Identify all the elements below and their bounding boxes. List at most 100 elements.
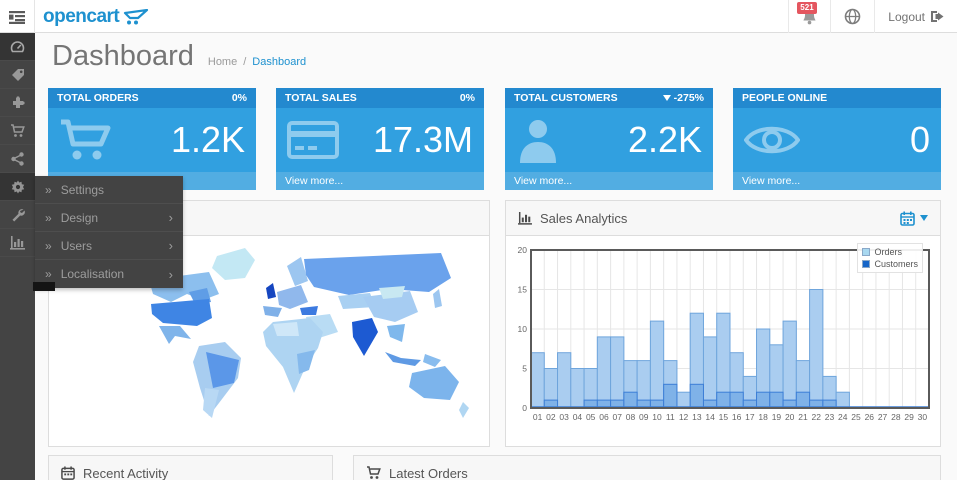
svg-text:20: 20: [518, 245, 528, 255]
breadcrumb-current-link[interactable]: Dashboard: [252, 56, 307, 68]
double-angle-icon: »: [45, 210, 52, 225]
svg-text:18: 18: [758, 412, 768, 422]
svg-text:03: 03: [559, 412, 569, 422]
cart-icon: [367, 466, 381, 479]
flyout-item-label: Users: [60, 238, 93, 253]
svg-text:15: 15: [518, 285, 528, 295]
bar-chart-icon: [10, 235, 25, 250]
svg-text:24: 24: [838, 412, 848, 422]
cart-icon: [61, 119, 111, 160]
notification-badge: 521: [797, 2, 817, 14]
tile-total-customers: TOTAL CUSTOMERS -275% 2.2K View more...: [505, 88, 713, 190]
header-actions: 521 Logout: [788, 0, 957, 33]
tile-percent: 0%: [231, 92, 247, 104]
customers-legend-label: Customers: [874, 259, 918, 269]
sidebar-nav: [0, 33, 35, 480]
svg-text:30: 30: [918, 412, 928, 422]
sidebar-item-tools[interactable]: [0, 201, 35, 229]
notifications-button[interactable]: 521: [788, 0, 830, 33]
svg-text:23: 23: [825, 412, 835, 422]
svg-text:05: 05: [586, 412, 596, 422]
sales-analytics-header: Sales Analytics: [506, 201, 940, 236]
panel-title: Recent Activity: [83, 465, 169, 480]
svg-text:01: 01: [533, 412, 543, 422]
bar-chart-icon: [518, 211, 532, 225]
breadcrumb-home-link[interactable]: Home: [207, 56, 238, 68]
opencart-logo[interactable]: opencart: [43, 0, 149, 33]
double-angle-icon: »: [45, 182, 52, 197]
gear-icon: [11, 180, 24, 193]
credit-card-icon: [287, 121, 339, 159]
calendar-icon: [900, 211, 915, 226]
tile-value: 2.2K: [627, 119, 702, 160]
opencart-cart-icon: [124, 8, 149, 24]
sidebar-item-system[interactable]: [0, 173, 35, 201]
tile-total-sales: TOTAL SALES 0% 17.3M View more...: [276, 88, 484, 190]
svg-text:22: 22: [811, 412, 821, 422]
tile-value: 1.2K: [170, 119, 245, 160]
top-header: opencart 521 Logout: [0, 0, 957, 33]
logout-label: Logout: [888, 9, 925, 24]
svg-text:13: 13: [692, 412, 702, 422]
sidebar-item-dashboard[interactable]: [0, 33, 35, 61]
latest-orders-panel: Latest Orders: [353, 455, 941, 480]
chevron-right-icon: ›: [168, 238, 173, 253]
flyout-item-design[interactable]: » Design ›: [35, 204, 183, 232]
flyout-item-label: Design: [60, 210, 99, 225]
sidebar-toggle-button[interactable]: [0, 0, 35, 33]
recent-activity-header: Recent Activity: [49, 456, 332, 480]
logo-text: opencart: [43, 5, 120, 27]
sidebar-item-reports[interactable]: [0, 229, 35, 257]
gauge-icon: [10, 40, 25, 52]
svg-text:0: 0: [522, 403, 527, 413]
tile-value: 17.3M: [372, 119, 473, 160]
view-more-link[interactable]: View more...: [276, 172, 484, 190]
tag-icon: [11, 68, 24, 81]
svg-text:28: 28: [891, 412, 901, 422]
flyout-item-label: Settings: [60, 182, 105, 197]
sidebar-item-catalog[interactable]: [0, 61, 35, 89]
breadcrumb: Home / Dashboard: [208, 56, 306, 68]
svg-text:27: 27: [878, 412, 888, 422]
tile-percent: 0%: [459, 92, 475, 104]
svg-text:10: 10: [518, 324, 528, 334]
share-icon: [11, 151, 24, 166]
flyout-item-localisation[interactable]: » Localisation ›: [35, 260, 183, 288]
breadcrumb-separator: /: [243, 56, 247, 68]
puzzle-icon: [12, 95, 25, 108]
svg-text:12: 12: [679, 412, 689, 422]
tile-value: 0: [909, 119, 930, 160]
svg-text:11: 11: [666, 412, 675, 422]
logout-button[interactable]: Logout: [874, 0, 957, 33]
page-title: Dashboard: [52, 40, 194, 72]
stores-button[interactable]: [830, 0, 874, 33]
sidebar-item-extensions[interactable]: [0, 89, 35, 117]
svg-text:29: 29: [904, 412, 914, 422]
flyout-item-settings[interactable]: » Settings: [35, 176, 183, 204]
double-angle-icon: »: [45, 238, 52, 253]
flyout-item-users[interactable]: » Users ›: [35, 232, 183, 260]
customers-legend-swatch: [862, 260, 871, 268]
tile-title: TOTAL SALES: [285, 92, 357, 104]
sidebar-item-marketing[interactable]: [0, 145, 35, 173]
tile-percent: -275%: [673, 92, 704, 104]
cart-icon: [11, 123, 25, 137]
svg-text:25: 25: [851, 412, 861, 422]
tile-title: PEOPLE ONLINE: [742, 92, 828, 104]
view-more-link[interactable]: View more...: [733, 172, 941, 190]
panel-title: Sales Analytics: [540, 210, 628, 226]
svg-text:21: 21: [798, 412, 808, 422]
chart-legend: Orders Customers: [857, 243, 923, 273]
tile-title: TOTAL CUSTOMERS: [514, 92, 618, 104]
view-more-link[interactable]: View more...: [505, 172, 713, 190]
wrench-icon: [12, 208, 25, 221]
date-range-button[interactable]: [900, 211, 928, 226]
calendar-icon: [61, 466, 75, 480]
tile-title: TOTAL ORDERS: [57, 92, 139, 104]
indent-menu-icon: [9, 10, 25, 24]
caret-down-icon: [662, 95, 671, 101]
svg-text:10: 10: [652, 412, 662, 422]
orders-legend-swatch: [862, 248, 871, 256]
sidebar-item-sales[interactable]: [0, 117, 35, 145]
